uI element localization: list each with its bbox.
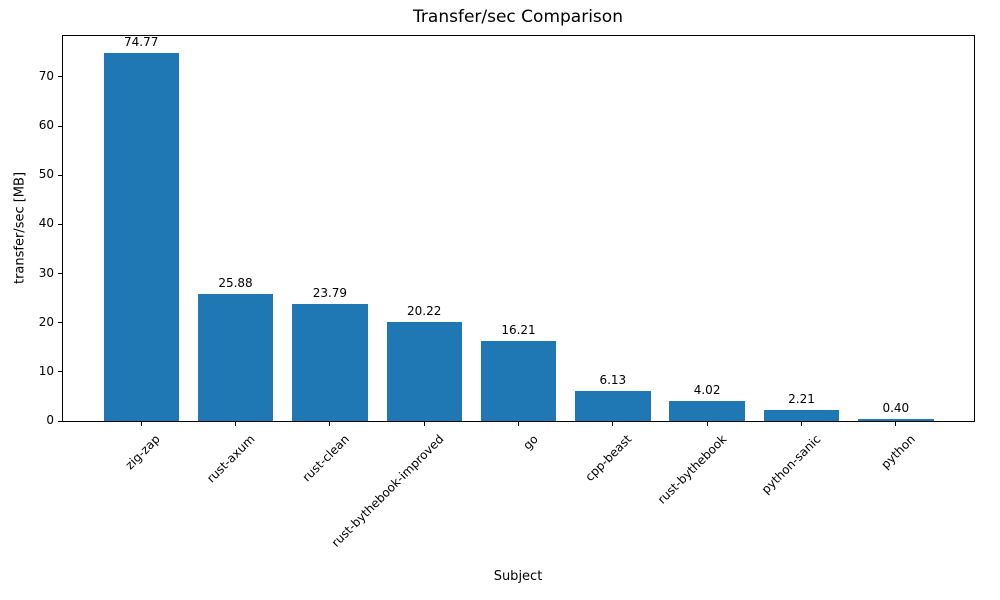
x-tick-label-rust-bythebook-improved: rust-bythebook-improved	[328, 432, 447, 550]
x-tick-label-go: go	[519, 432, 541, 453]
y-tick-mark	[58, 420, 62, 422]
y-tick-mark	[58, 273, 62, 274]
bar-value-label: 74.77	[124, 35, 159, 50]
bar-value-label: 23.79	[312, 286, 348, 300]
y-tick-label: 30	[38, 265, 54, 280]
x-axis-label: Subject	[493, 569, 543, 584]
x-tick-label-rust-clean: rust-clean	[299, 432, 352, 485]
bar-rust-bythebook-improved	[386, 321, 462, 421]
x-tick-mark	[801, 422, 802, 426]
y-tick-label: 40	[38, 216, 54, 231]
x-tick-mark	[518, 422, 519, 426]
x-tick-mark	[329, 422, 331, 426]
x-tick-label-rust-bythebook: rust-bythebook	[654, 432, 729, 507]
x-tick-label-zig-zap: zig-zap	[122, 432, 164, 473]
y-tick-label: 20	[38, 314, 54, 329]
x-tick-mark	[235, 422, 236, 426]
bar-rust-clean	[292, 304, 368, 421]
y-tick-label: 50	[38, 167, 54, 182]
bar-rust-axum	[197, 293, 274, 421]
bar-value-label: 16.21	[501, 323, 536, 338]
x-tick-mark	[612, 422, 614, 426]
bar-cpp-beast	[575, 390, 651, 421]
y-tick-mark	[58, 322, 62, 324]
x-tick-label-cpp-beast: cpp-beast	[582, 432, 635, 484]
bar-rust-bythebook	[669, 401, 745, 421]
x-tick-mark	[895, 422, 897, 426]
bar-value-label: 2.21	[788, 392, 815, 407]
y-tick-label: 70	[38, 68, 54, 83]
x-tick-label-rust-axum: rust-axum	[203, 432, 258, 486]
bar-value-label: 25.88	[218, 275, 253, 290]
bar-zig-zap	[103, 53, 179, 421]
bar-go	[480, 341, 557, 421]
y-tick-mark	[58, 76, 62, 78]
x-tick-label-python: python	[878, 432, 918, 472]
y-tick-label: 60	[38, 118, 54, 132]
x-tick-mark	[706, 422, 708, 426]
x-tick-mark	[423, 422, 425, 426]
x-tick-mark	[140, 422, 142, 426]
chart-title: Transfer/sec Comparison	[413, 7, 623, 27]
bar-value-label: 4.02	[693, 383, 721, 398]
y-tick-label: 0	[46, 413, 54, 427]
y-tick-mark	[58, 125, 62, 127]
bar-python	[858, 419, 934, 421]
bar-value-label: 0.40	[882, 401, 910, 415]
x-tick-label-python-sanic: python-sanic	[758, 432, 824, 497]
bar-value-label: 6.13	[599, 372, 627, 387]
y-tick-mark	[58, 174, 62, 176]
y-tick-label: 10	[38, 363, 54, 378]
bar-value-label: 20.22	[407, 303, 442, 318]
y-tick-mark	[58, 223, 62, 225]
y-tick-mark	[58, 371, 62, 373]
bar-python-sanic	[763, 410, 840, 421]
